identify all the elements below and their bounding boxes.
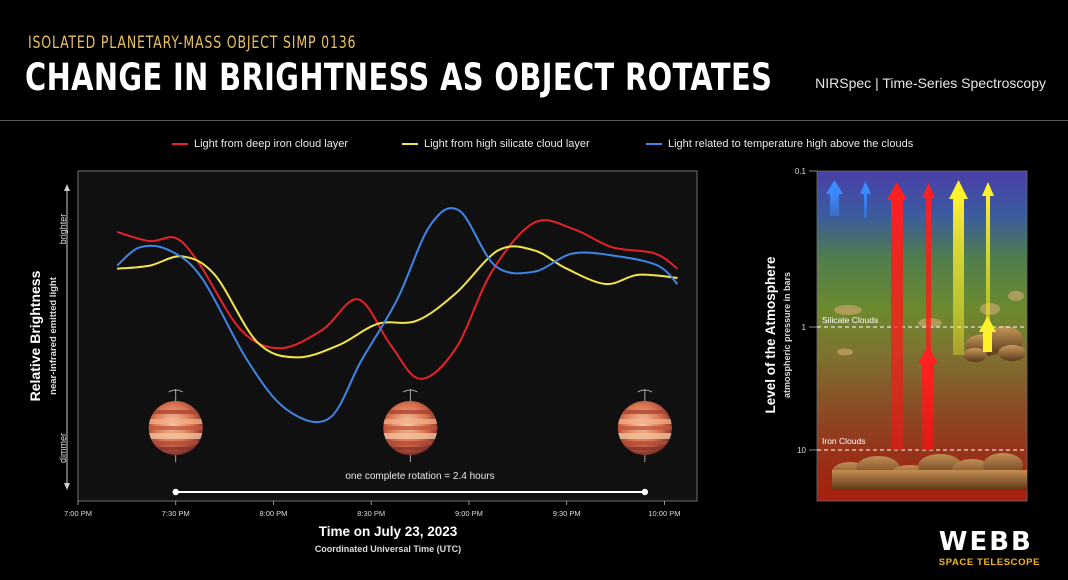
x-tick-label: 9:30 PM bbox=[553, 509, 581, 518]
temperature-light-arrow-thin bbox=[860, 181, 871, 218]
silicate-light-arrow-wide bbox=[949, 180, 968, 355]
x-tick-label: 7:00 PM bbox=[64, 509, 92, 518]
y-axis-subtitle: near-infrared emitted light bbox=[48, 276, 59, 395]
series-line-temperature bbox=[116, 207, 679, 423]
rotation-span-end bbox=[641, 488, 649, 496]
silicate-light-arrow-thin bbox=[982, 182, 994, 352]
y-axis-arrow bbox=[64, 184, 70, 490]
temperature-light-arrow-wide bbox=[826, 180, 843, 216]
header-title: CHANGE IN BRIGHTNESS AS OBJECT ROTATES bbox=[25, 56, 773, 99]
atmosphere-frame bbox=[816, 170, 1028, 502]
pressure-tick-10: 10 bbox=[797, 446, 806, 455]
rotation-label: one complete rotation = 2.4 hours bbox=[345, 471, 494, 482]
instrument-label: NIRSpec | Time-Series Spectroscopy bbox=[815, 75, 1046, 91]
logo-subtitle: SPACE TELESCOPE bbox=[938, 557, 1040, 568]
webb-logo: WEBB SPACE TELESCOPE bbox=[938, 527, 1040, 568]
x-tick-label: 8:30 PM bbox=[357, 509, 385, 518]
pressure-tick-0-1: 0.1 bbox=[795, 167, 807, 176]
atmosphere-diagram: Silicate Clouds Iron Clouds 0.1 1 10 Lev… bbox=[763, 167, 1028, 502]
legend-label-silicate: Light from high silicate cloud layer bbox=[424, 138, 590, 150]
legend-swatch-silicate bbox=[402, 143, 418, 145]
legend-item-iron: Light from deep iron cloud layer bbox=[172, 138, 348, 150]
pressure-tick-1: 1 bbox=[802, 323, 807, 332]
object-images bbox=[148, 389, 672, 462]
legend-label-temperature: Light related to temperature high above … bbox=[668, 138, 914, 150]
series-line-silicate bbox=[117, 245, 678, 359]
legend-item-temperature: Light related to temperature high above … bbox=[646, 138, 913, 150]
silicate-cloud-cluster bbox=[963, 326, 1026, 362]
legend-swatch-temperature bbox=[646, 143, 662, 145]
legend-swatch-iron bbox=[172, 143, 188, 145]
legend-item-silicate: Light from high silicate cloud layer bbox=[402, 138, 590, 150]
x-tick-label: 8:00 PM bbox=[260, 509, 288, 518]
series-layer bbox=[116, 207, 679, 423]
y-label-brighter: brighter bbox=[58, 214, 68, 245]
y-axis-title: Relative Brightness bbox=[27, 270, 43, 401]
iron-light-arrow-wide bbox=[887, 182, 907, 450]
iron-level-label: Iron Clouds bbox=[822, 436, 865, 446]
rotation-annotation: one complete rotation = 2.4 hours bbox=[172, 471, 649, 496]
atmosphere-axis-subtitle: atmospheric pressure in bars bbox=[782, 272, 792, 398]
silicate-level-label: Silicate Clouds bbox=[822, 315, 878, 325]
object-image-1 bbox=[148, 389, 203, 462]
silicate-light-arrow-short bbox=[979, 316, 996, 352]
x-axis-subtitle: Coordinated Universal Time (UTC) bbox=[315, 544, 461, 554]
x-tick-label: 10:00 PM bbox=[648, 509, 680, 518]
iron-cloud-bank bbox=[832, 453, 1027, 490]
logo-wordmark: WEBB bbox=[938, 527, 1033, 557]
object-image-3 bbox=[617, 389, 672, 462]
chart-legend: Light from deep iron cloud layer Light f… bbox=[0, 138, 1068, 154]
y-label-dimmer: dimmer bbox=[58, 433, 68, 463]
iron-light-arrow-thin bbox=[922, 183, 935, 450]
x-tick-label: 9:00 PM bbox=[455, 509, 483, 518]
x-tick-label: 7:30 PM bbox=[162, 509, 190, 518]
series-line-iron bbox=[116, 219, 679, 380]
legend-label-iron: Light from deep iron cloud layer bbox=[194, 138, 349, 150]
header-subtitle: ISOLATED PLANETARY-MASS OBJECT SIMP 0136 bbox=[28, 33, 357, 53]
atmosphere-axis-title: Level of the Atmosphere bbox=[763, 256, 778, 414]
x-axis-ticks: 7:00 PM 7:30 PM 8:00 PM 8:30 PM 9:00 PM 9:30 … bbox=[64, 501, 680, 518]
rotation-span-start bbox=[172, 488, 179, 496]
iron-light-arrow-mid bbox=[918, 345, 938, 450]
header-divider bbox=[0, 120, 1068, 121]
x-axis-title: Time on July 23, 2023 bbox=[319, 524, 458, 539]
object-image-2 bbox=[383, 389, 438, 462]
